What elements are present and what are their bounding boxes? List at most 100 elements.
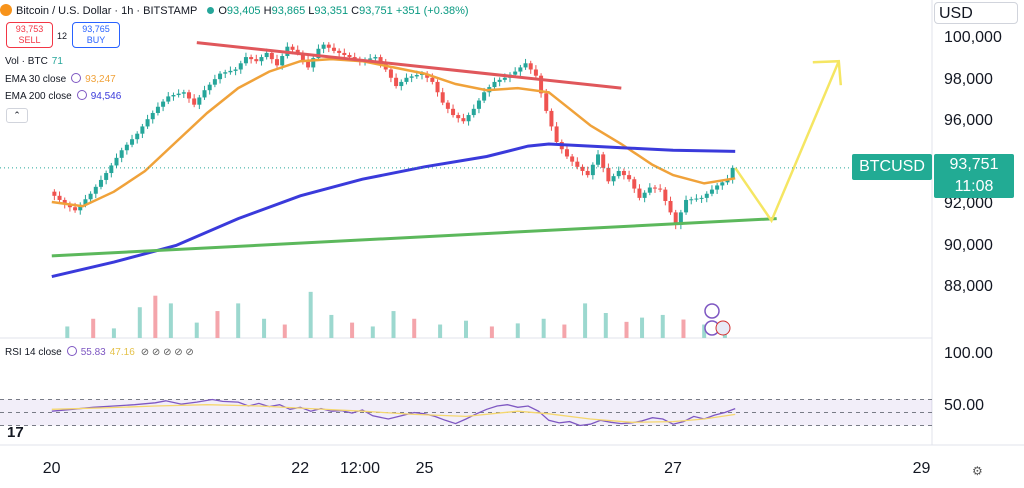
ohlc-high: 93,865 (271, 5, 306, 17)
cycle-icon (66, 346, 77, 356)
price-tick-label: 92,000 (944, 195, 993, 213)
volume-bar (137, 307, 142, 338)
candle-body (254, 59, 259, 62)
candle-body (243, 57, 248, 64)
legend-ema30[interactable]: EMA 30 close 93,247 (5, 73, 116, 85)
candle-body (207, 84, 212, 91)
candle-body (704, 193, 709, 198)
candle-body (570, 156, 575, 162)
candle-body (456, 115, 461, 119)
cycle-icon (76, 90, 87, 100)
rsi-value: 55.83 (80, 347, 106, 358)
rsi-axis-100: 100.00 (944, 345, 993, 362)
currency-selector[interactable]: USD (934, 2, 1018, 24)
candle-body (212, 79, 217, 85)
candle-body (663, 189, 668, 201)
candle-body (331, 47, 336, 51)
candle-body (290, 46, 295, 50)
volume-bar (329, 314, 334, 338)
rsi-ma-value: 47.16 (109, 347, 135, 358)
volume-bar (464, 320, 468, 338)
candle-body (109, 165, 114, 174)
candle-body (451, 108, 456, 116)
time-tick-label: 20 (42, 460, 61, 477)
volume-bar (438, 324, 443, 338)
candle-body (150, 112, 155, 120)
buy-label: BUY (86, 35, 106, 45)
rsi-axis-50: 50.00 (944, 397, 985, 414)
candle-body (233, 69, 238, 71)
candle-body (228, 70, 233, 73)
candle-body (186, 92, 191, 99)
candle-body (202, 90, 207, 98)
volume-bar (236, 303, 241, 338)
buy-button[interactable]: 93,765 BUY (72, 22, 120, 48)
volume-bar (640, 317, 645, 338)
rsi-legend[interactable]: RSI 14 close 55.83 47.16 ⊘ ⊘ ⊘ ⊘ ⊘ (5, 346, 194, 358)
candle-body (471, 108, 476, 116)
candle-body (497, 79, 502, 82)
candle-body (124, 144, 129, 151)
candle-body (135, 133, 140, 140)
time-tick-label: 25 (415, 460, 434, 477)
collapse-legend-button[interactable]: ⌃ (6, 108, 28, 123)
sell-price: 93,753 (15, 24, 44, 34)
candle-body (590, 164, 595, 176)
candle-body (176, 93, 181, 96)
time-tick-label: 22 (291, 460, 310, 477)
candle-body (155, 106, 160, 113)
gear-icon[interactable]: ⚙ (972, 464, 983, 478)
projection-path (734, 60, 840, 224)
candle-body (73, 207, 78, 211)
projection-arrowhead (812, 59, 843, 86)
legend-ema200[interactable]: EMA 200 close 94,546 (5, 90, 122, 102)
candle-body (52, 191, 57, 196)
candle-body (715, 185, 720, 190)
candle-body (658, 188, 663, 190)
bar-countdown: 11:08 (954, 178, 994, 195)
volume-bar (515, 323, 520, 338)
candle-body (482, 92, 487, 101)
candle-body (98, 179, 103, 187)
market-status-icon (207, 7, 215, 14)
candle-body (709, 189, 714, 194)
candle-body (461, 118, 466, 122)
candle-body (238, 63, 243, 70)
last-price: 93,751 (949, 156, 999, 173)
hidden-values-icon: ⊘ ⊘ ⊘ ⊘ ⊘ (140, 347, 194, 358)
candle-body (78, 204, 83, 211)
ohlc-low: 93,351 (314, 5, 349, 17)
candle-body (694, 198, 699, 200)
legend-volume[interactable]: Vol · BTC 71 (5, 56, 63, 67)
volume-bar (350, 322, 355, 338)
candle-body (83, 199, 88, 205)
chevron-up-icon: ⌃ (13, 110, 21, 120)
bitcoin-icon (0, 4, 12, 16)
spread-value: 12 (57, 31, 68, 41)
candle-body (326, 44, 331, 48)
candle-body (652, 187, 657, 189)
candle-body (466, 115, 471, 122)
candle-body (368, 58, 373, 60)
volume-bar (391, 311, 396, 338)
symbol-price-tag: BTCUSD (852, 154, 932, 180)
sell-button[interactable]: 93,753 SELL (6, 22, 53, 48)
candle-body (523, 63, 528, 68)
candle-body (306, 60, 311, 68)
volume-bar (262, 318, 267, 338)
candle-body (647, 187, 652, 193)
rsi-ma-line (51, 404, 736, 423)
buy-price: 93,765 (82, 24, 110, 34)
volume-bar (111, 328, 116, 338)
candle-body (409, 76, 414, 78)
candle-body (606, 167, 611, 182)
volume-bar (489, 326, 494, 338)
candle-body (373, 57, 378, 59)
candle-body (430, 77, 435, 82)
volume-bar (562, 324, 567, 338)
candle-body (414, 75, 419, 77)
candle-body (544, 93, 549, 111)
candle-body (611, 176, 616, 182)
candle-body (404, 77, 409, 82)
